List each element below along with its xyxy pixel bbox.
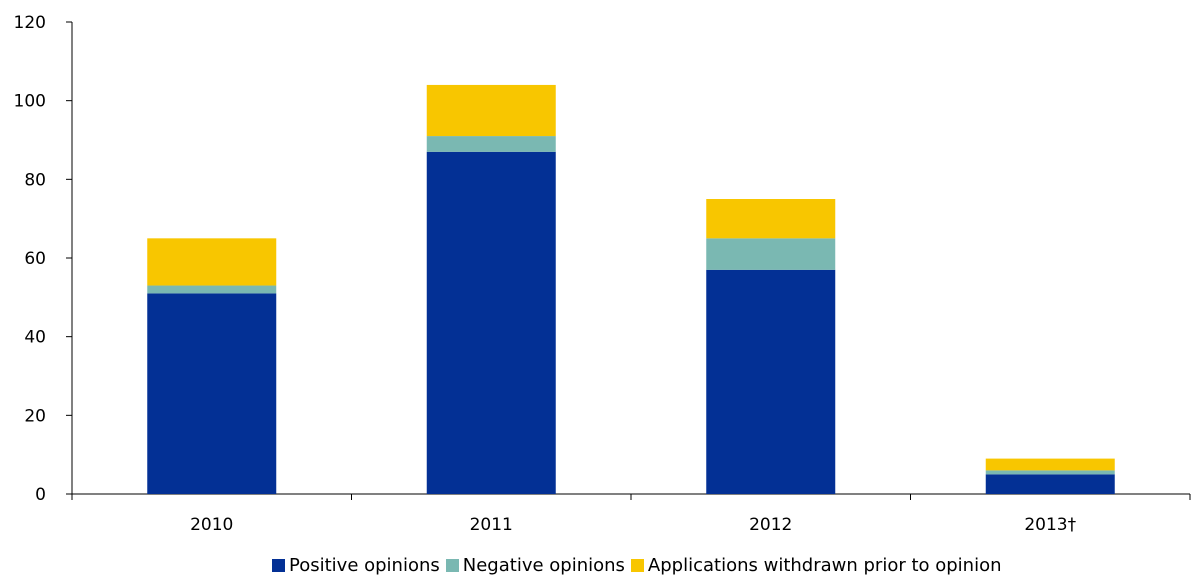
- legend-label: Negative opinions: [462, 555, 625, 576]
- legend-item: Applications withdrawn prior to opinion: [630, 555, 1002, 576]
- x-axis: 2010 2011 2012 2013†: [71, 493, 1191, 535]
- bar-segment-positive: [985, 474, 1115, 494]
- legend: Positive opinions Negative opinions Applic…: [0, 555, 1194, 585]
- bar-segment-positive: [706, 269, 836, 494]
- stacked-bar-chart: 0 20 40 60 80 100 120 2010 2011 2012 2013†: [14, 13, 1191, 535]
- y-tick-label: 80: [24, 170, 46, 190]
- legend-swatch: [630, 559, 644, 572]
- y-axis: 0 20 40 60 80 100 120: [14, 13, 73, 505]
- bar-segment-positive: [147, 293, 277, 494]
- x-tick-label: 2013†: [1024, 515, 1076, 535]
- bar-segment-negative: [706, 238, 836, 270]
- bar-segment-withdrawn: [706, 199, 836, 239]
- y-tick-label: 100: [14, 92, 46, 112]
- x-tick-label: 2010: [190, 515, 233, 535]
- legend-label: Positive opinions: [289, 555, 440, 576]
- y-tick-label: 60: [24, 249, 46, 269]
- bar-segment-negative: [426, 136, 556, 152]
- bar-segment-withdrawn: [426, 84, 556, 137]
- y-tick-label: 40: [24, 328, 46, 348]
- y-tick-label: 0: [35, 485, 46, 505]
- y-tick-label: 120: [14, 13, 46, 33]
- legend-swatch: [445, 559, 459, 572]
- x-tick-label: 2012: [749, 515, 792, 535]
- legend-swatch: [272, 559, 285, 572]
- x-tick-label: 2011: [470, 515, 513, 535]
- bar-segment-negative: [985, 470, 1115, 475]
- bar-segment-withdrawn: [985, 458, 1115, 471]
- legend-item: Negative opinions: [445, 555, 625, 576]
- bars: [147, 84, 1115, 495]
- bar-segment-positive: [426, 151, 556, 495]
- legend-label: Applications withdrawn prior to opinion: [647, 555, 1002, 576]
- bar-segment-withdrawn: [147, 238, 277, 286]
- legend-item: Positive opinions: [272, 555, 440, 576]
- y-tick-label: 20: [24, 406, 46, 426]
- bar-segment-negative: [147, 285, 277, 294]
